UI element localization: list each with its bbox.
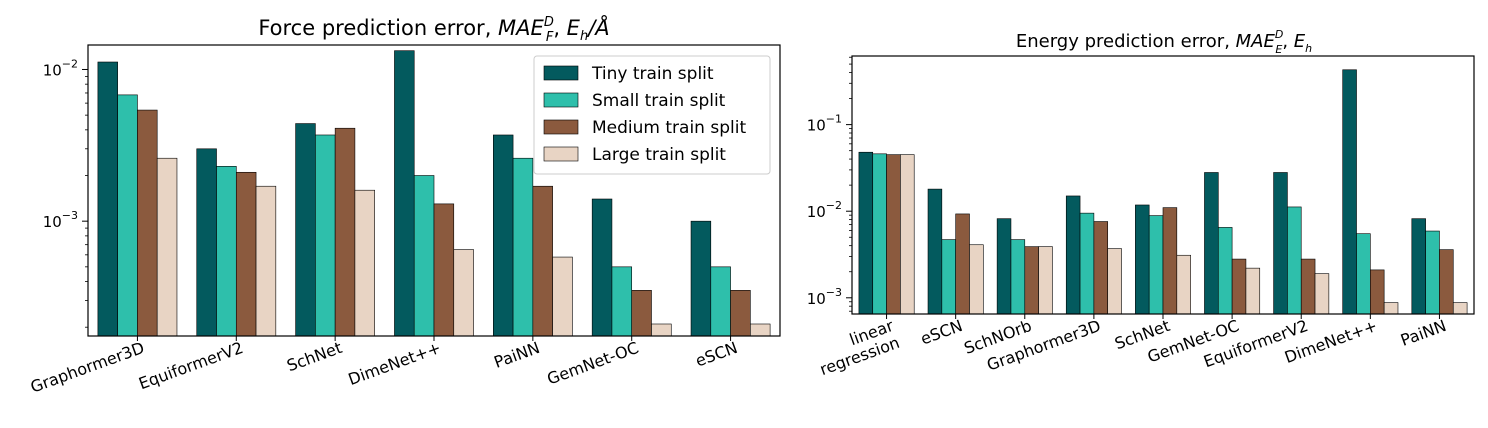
legend [533, 55, 771, 175]
bar-tiny-6 [1273, 172, 1288, 315]
bar-medium-5 [1231, 258, 1247, 315]
bar-tiny-2 [295, 123, 316, 337]
legend-label-small: Small train split [592, 91, 726, 111]
bar-small-5 [611, 266, 633, 337]
force-error-chart: Force prediction error, MAED F, Eh/Å 10−2 1… [28, 14, 781, 397]
bar-large-4 [1176, 254, 1191, 315]
bar-large-5 [1245, 267, 1261, 315]
y-tick-label: 10−2 [43, 57, 78, 79]
bar-medium-3 [433, 203, 455, 337]
bar-tiny-5 [591, 198, 613, 337]
bar-medium-8 [1439, 249, 1454, 315]
bar-large-5 [651, 323, 672, 337]
legend-label-large: Large train split [592, 145, 726, 165]
bar-medium-1 [235, 171, 257, 337]
bar-tiny-4 [1135, 204, 1150, 315]
legend-label-tiny: Tiny train split [591, 64, 714, 84]
bar-tiny-6 [690, 220, 712, 337]
bar-small-2 [1010, 239, 1026, 315]
bar-tiny-2 [996, 218, 1012, 315]
bar-medium-0 [137, 109, 158, 337]
bar-medium-6 [730, 290, 751, 337]
bar-tiny-1 [927, 188, 943, 315]
bar-small-1 [216, 166, 237, 337]
bar-tiny-3 [1065, 195, 1081, 315]
bar-medium-1 [955, 213, 970, 315]
bar-tiny-5 [1204, 172, 1219, 315]
bar-small-0 [872, 153, 887, 315]
bar-large-3 [1107, 248, 1122, 315]
bar-small-7 [1356, 233, 1371, 315]
bar-tiny-4 [493, 134, 514, 337]
bar-tiny-0 [97, 61, 118, 337]
bar-large-1 [969, 244, 984, 315]
bar-large-4 [552, 256, 573, 337]
legend-swatch-small [543, 92, 579, 108]
bar-large-0 [156, 157, 178, 337]
chart-title: Force prediction error, MAED F, Eh/Å [258, 14, 609, 45]
x-tick-label: PaiNN [491, 338, 542, 372]
x-tick-label: eSCN [693, 338, 740, 371]
bar-small-6 [710, 266, 731, 337]
legend-swatch-medium [543, 119, 579, 135]
bar-small-3 [1079, 212, 1095, 315]
x-tick-label: DimeNet++ [346, 338, 444, 389]
bar-large-6 [750, 323, 771, 337]
bar-large-3 [453, 249, 474, 337]
x-tick-label: GemNet-OC [544, 338, 641, 389]
bar-medium-2 [334, 127, 356, 337]
chart-title: Energy prediction error, MAED E, Eh [1016, 28, 1312, 56]
bar-medium-7 [1370, 269, 1385, 315]
bar-small-8 [1425, 230, 1440, 315]
bar-medium-2 [1024, 246, 1039, 315]
bar-medium-6 [1300, 258, 1316, 315]
bar-large-1 [255, 185, 277, 337]
bar-small-4 [512, 157, 534, 337]
legend-swatch-large [543, 146, 579, 162]
bar-medium-0 [886, 154, 901, 315]
bar-small-2 [315, 134, 336, 337]
bar-small-4 [1148, 215, 1164, 315]
bar-small-0 [117, 94, 138, 337]
bar-tiny-3 [394, 50, 415, 337]
x-tick-label: EquiformerV2 [136, 338, 246, 393]
bar-large-0 [900, 154, 915, 315]
bar-tiny-1 [196, 148, 217, 337]
bar-medium-5 [631, 290, 652, 337]
legend-swatch-tiny [543, 65, 579, 81]
bar-large-2 [354, 189, 375, 337]
bar-medium-3 [1093, 221, 1109, 315]
y-tick-label: 10−2 [807, 199, 842, 221]
y-tick-label: 10−1 [807, 113, 842, 135]
y-tick-label: 10−3 [807, 286, 842, 308]
bar-small-6 [1287, 206, 1302, 315]
x-tick-label: eSCN [918, 316, 965, 349]
x-tick-label: SchNet [284, 338, 344, 375]
legend-label-medium: Medium train split [592, 118, 746, 138]
x-tick-label: PaiNN [1398, 316, 1449, 350]
x-tick-label: Graphormer3D [28, 338, 147, 397]
bar-tiny-8 [1411, 218, 1426, 315]
bar-medium-4 [532, 185, 553, 337]
y-tick-label: 10−3 [43, 209, 78, 231]
bar-tiny-7 [1342, 69, 1357, 315]
x-tick-label: linearregression [811, 316, 902, 379]
bar-large-7 [1383, 302, 1399, 315]
bar-large-2 [1038, 246, 1053, 315]
bar-small-5 [1217, 227, 1233, 315]
bar-medium-4 [1162, 207, 1178, 315]
energy-error-chart: Energy prediction error, MAED E, Eh 10−1 10… [807, 28, 1475, 379]
bar-small-1 [941, 239, 956, 315]
bar-large-8 [1452, 302, 1468, 315]
bar-tiny-0 [858, 151, 874, 315]
bar-small-3 [413, 175, 435, 337]
bar-large-6 [1314, 273, 1330, 315]
